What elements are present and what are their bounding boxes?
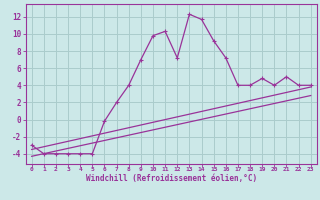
X-axis label: Windchill (Refroidissement éolien,°C): Windchill (Refroidissement éolien,°C): [86, 174, 257, 183]
